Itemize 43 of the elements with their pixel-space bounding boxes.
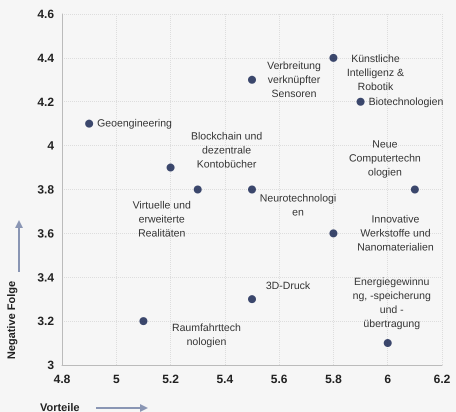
x-tick-label: 5 [112,372,120,386]
x-tick-label: 6 [384,372,392,386]
annotation: Biotechnologien [368,96,444,108]
annotation: Neurotechnologi en [260,192,336,218]
y-tick-label: 3 [47,358,54,372]
point [194,186,202,194]
annotation: Energiegewinnu ng, -speicherung und - übertragung [352,276,431,330]
annotation: Blockchain und dezentrale Kontobücher [190,130,262,171]
point [356,98,365,106]
x-tick-label: 4.8 [54,372,71,386]
point [248,186,256,194]
x-tick-label: 5.4 [216,372,234,386]
x-tick-label: 5.2 [162,372,180,386]
x-axis-title: Vorteile [40,402,80,412]
annotation: 3D-Druck [266,280,311,292]
annotation: Virtuelle und erweiterte Realitäten [132,200,191,240]
point [139,317,148,326]
point [248,295,256,304]
point [410,186,419,194]
point [248,76,256,84]
point [384,339,392,348]
annotation: Raumfahrttech nologien [172,322,242,348]
y-tick-label: 4 [47,138,54,153]
point [329,229,338,238]
y-tick-label: 4.4 [37,50,54,65]
y-tick-label: 3.6 [37,226,54,240]
annotation: Künstliche Intelligenz & Robotik [346,52,404,93]
x-tick-label: 6.2 [434,372,451,386]
y-tick-label: 4.2 [37,94,54,109]
y-axis-title: Negative Folge [6,280,18,360]
point [166,164,175,172]
y-tick-label: 3.2 [37,314,54,328]
y-tick-label: 4.6 [37,7,54,21]
annotation: Innovative Werkstoffe und Nanomaterialien [357,213,434,254]
x-tick-label: 5.6 [270,372,288,386]
annotation: Neue Computertechn ologien [348,138,421,178]
y-tick-label: 3.8 [37,182,54,196]
x-tick-label: 5.8 [325,372,342,386]
annotation: Verbreitung verknüpfter Sensoren [267,60,322,100]
y-tick-label: 3.4 [37,270,54,284]
annotation: Geoengineering [97,118,172,130]
point [329,54,338,62]
point [85,120,94,128]
